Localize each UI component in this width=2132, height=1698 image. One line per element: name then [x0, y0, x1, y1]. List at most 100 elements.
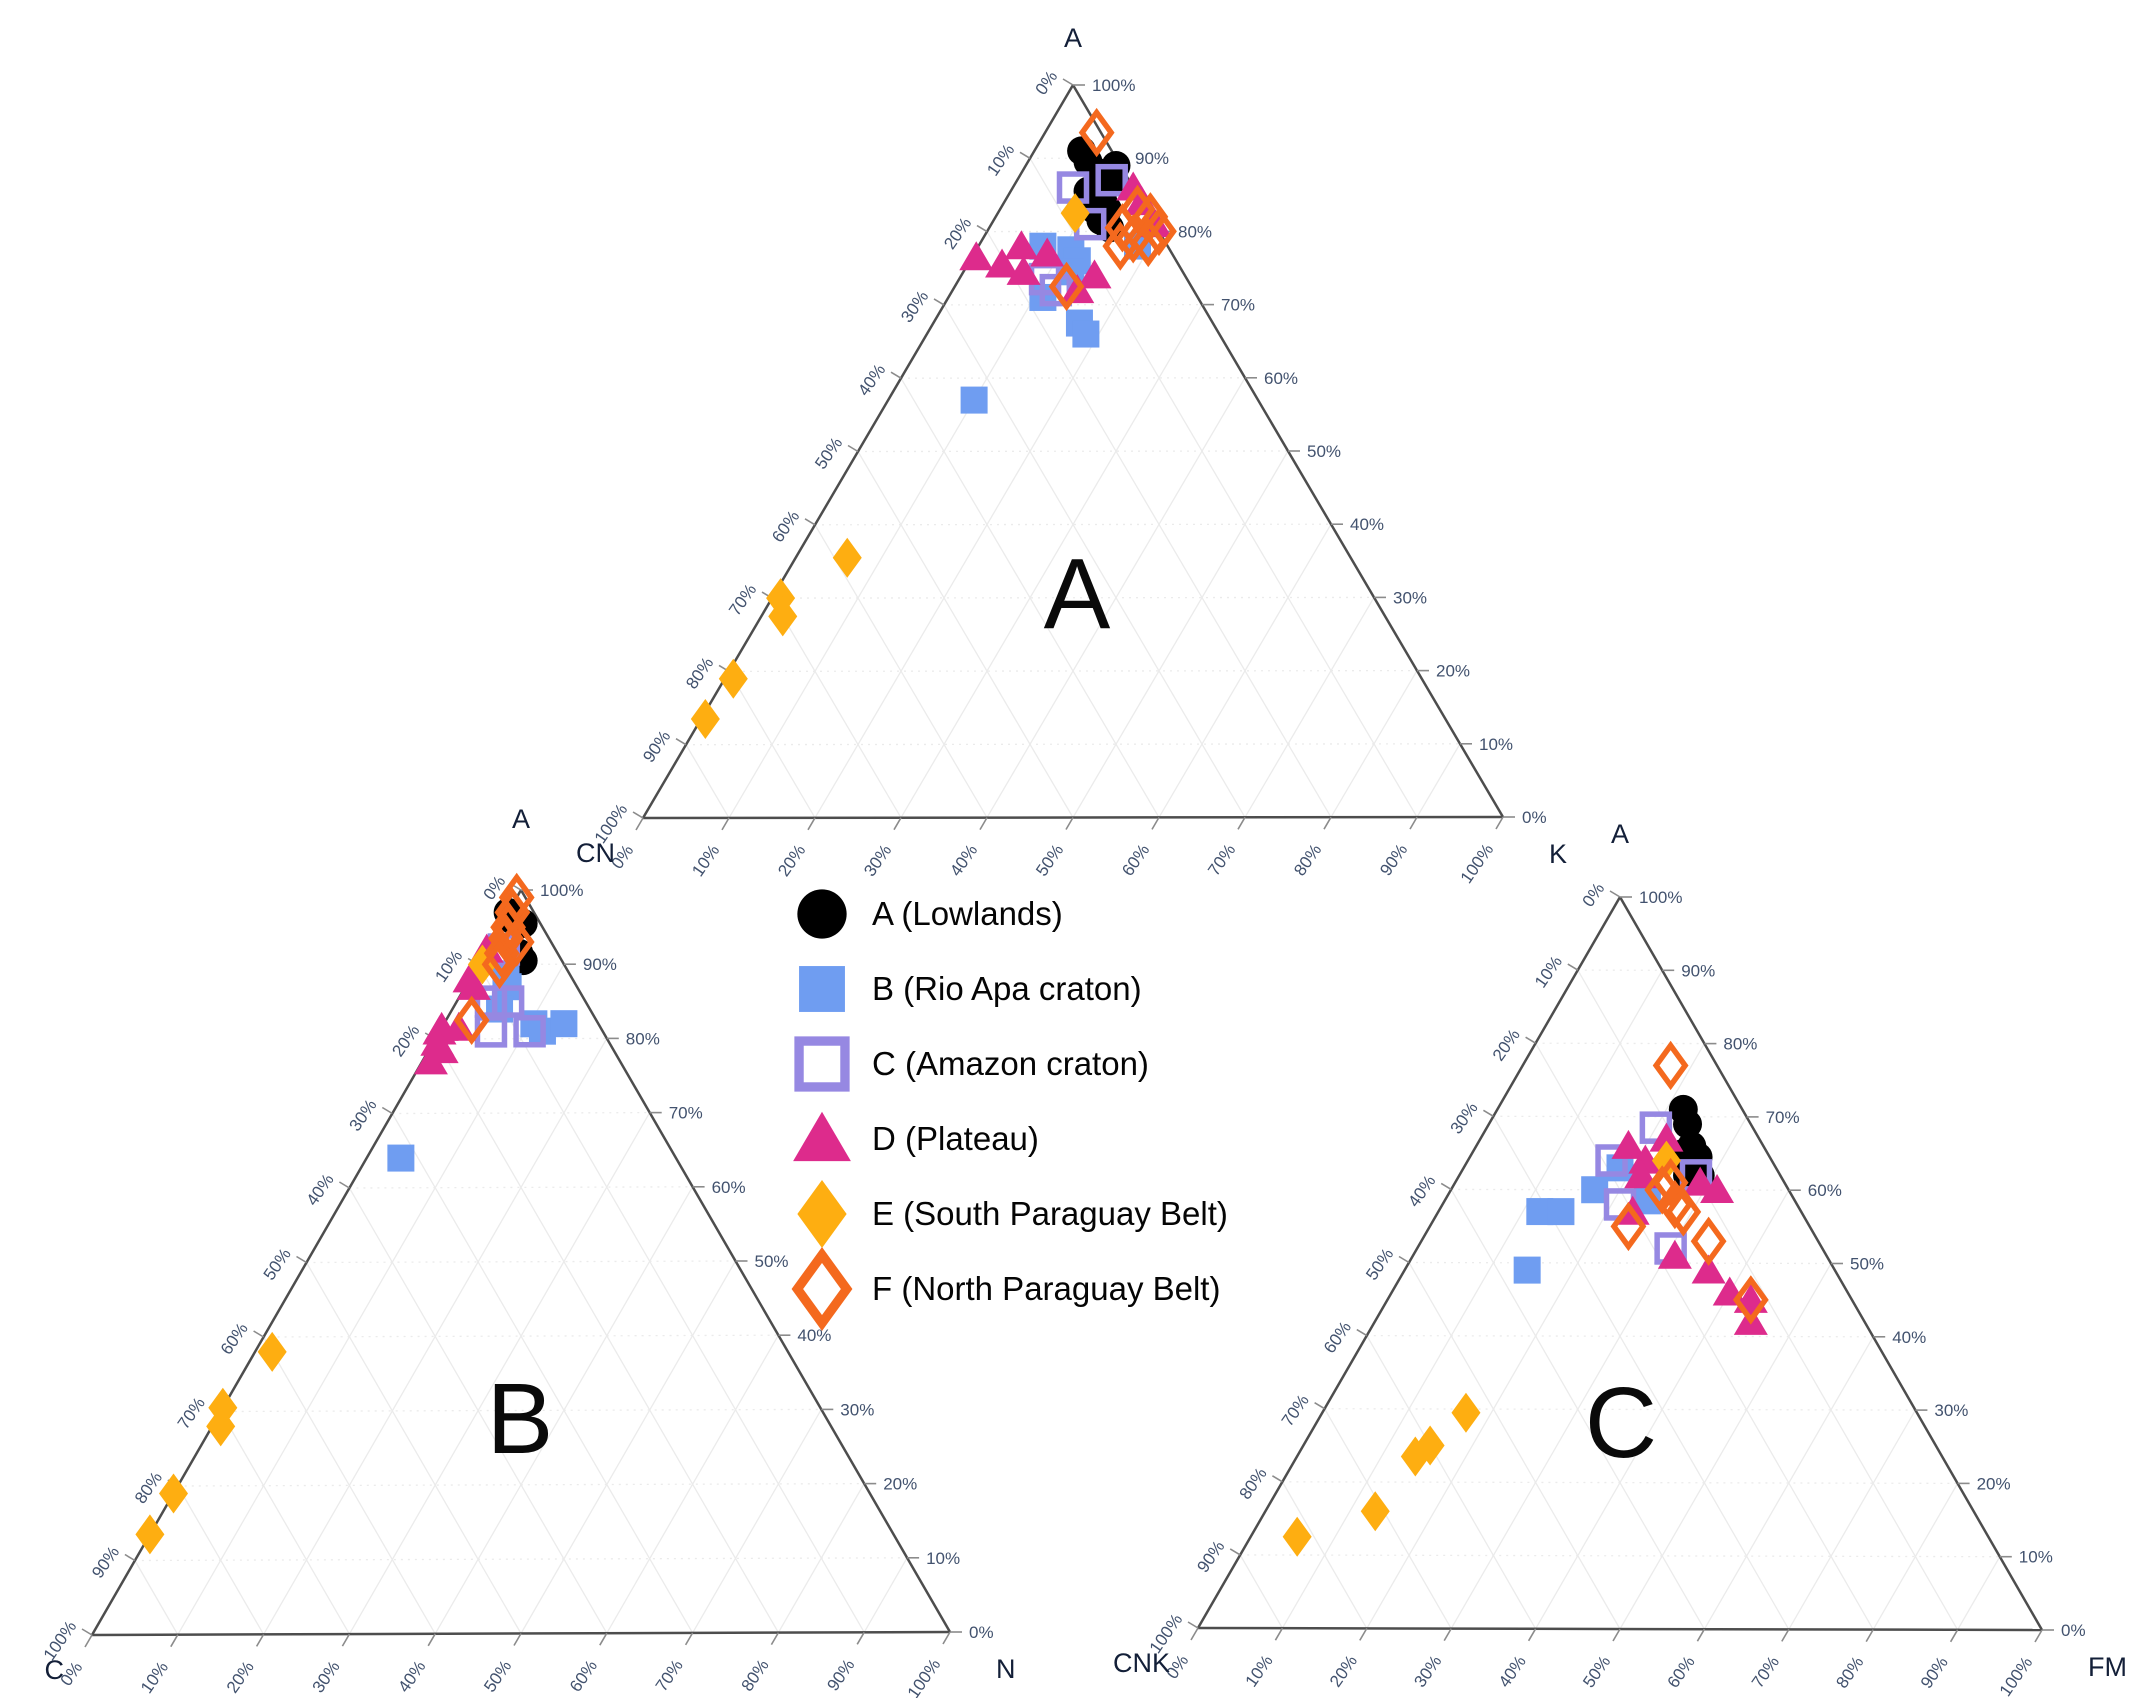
svg-text:60%: 60%	[1664, 1653, 1699, 1692]
svg-text:80%: 80%	[626, 1029, 660, 1048]
svg-text:40%: 40%	[946, 841, 981, 880]
series-D	[1611, 1122, 1768, 1335]
lowlands-circle-marker-icon	[790, 879, 854, 949]
svg-text:80%: 80%	[1832, 1653, 1867, 1692]
svg-text:100%: 100%	[1457, 840, 1498, 887]
svg-text:CNK: CNK	[1113, 1648, 1170, 1678]
svg-text:90%: 90%	[823, 1656, 858, 1695]
svg-text:20%: 20%	[223, 1658, 258, 1697]
svg-text:100%: 100%	[1092, 76, 1135, 95]
svg-text:50%: 50%	[755, 1252, 789, 1271]
svg-text:70%: 70%	[1766, 1108, 1800, 1127]
svg-text:10%: 10%	[926, 1549, 960, 1568]
svg-text:40%: 40%	[854, 361, 889, 400]
series-F	[453, 872, 535, 1045]
svg-text:50%: 50%	[1362, 1245, 1397, 1284]
svg-text:70%: 70%	[1748, 1653, 1783, 1692]
legend-item-south-paraguay: E (South Paraguay Belt)	[790, 1176, 1228, 1251]
svg-text:A: A	[1044, 538, 1111, 650]
svg-text:60%: 60%	[1320, 1318, 1355, 1357]
svg-text:10%: 10%	[1479, 735, 1513, 754]
svg-text:100%: 100%	[1639, 888, 1682, 907]
svg-text:80%: 80%	[1290, 841, 1325, 880]
legend-item-label: D (Plateau)	[872, 1119, 1039, 1157]
svg-text:40%: 40%	[1350, 515, 1384, 534]
svg-text:70%: 70%	[1221, 296, 1255, 315]
svg-text:10%: 10%	[1531, 952, 1566, 991]
svg-text:70%: 70%	[174, 1394, 209, 1433]
svg-text:20%: 20%	[1489, 1026, 1524, 1065]
legend: A (Lowlands) B (Rio Apa craton) C (Amazo…	[790, 876, 1228, 1331]
svg-text:50%: 50%	[480, 1657, 515, 1696]
svg-text:80%: 80%	[1723, 1035, 1757, 1054]
legend-item-north-paraguay: F (North Paraguay Belt)	[790, 1246, 1228, 1331]
svg-text:70%: 70%	[725, 580, 760, 619]
svg-text:10%: 10%	[137, 1658, 172, 1697]
ternary-panel-B: 0% 100%0%10% 90%10%20% 80%20%30% 70%30%40% 60…	[40, 804, 1016, 1698]
svg-text:60%: 60%	[217, 1319, 252, 1358]
rio-apa-square-marker-icon	[790, 954, 854, 1024]
svg-text:40%: 40%	[1495, 1652, 1530, 1691]
svg-text:100%: 100%	[540, 881, 583, 900]
legend-item-label: C (Amazon craton)	[872, 1044, 1149, 1082]
svg-text:80%: 80%	[1178, 222, 1212, 241]
svg-text:40%: 40%	[1404, 1172, 1439, 1211]
svg-text:50%: 50%	[811, 434, 846, 473]
svg-text:0%: 0%	[969, 1623, 994, 1642]
series-E	[135, 944, 497, 1555]
south-paraguay-diamond-marker-icon	[790, 1179, 854, 1249]
svg-text:40%: 40%	[394, 1657, 429, 1696]
svg-text:90%: 90%	[1917, 1653, 1952, 1692]
legend-item-plateau: D (Plateau)	[790, 1101, 1228, 1176]
svg-text:60%: 60%	[768, 507, 803, 546]
svg-text:70%: 70%	[669, 1104, 703, 1123]
ternary-panel-C: 0% 100%0%10% 90%10%20% 80%20%30% 70%30%40% 60…	[1113, 819, 2127, 1698]
svg-text:90%: 90%	[583, 955, 617, 974]
svg-text:60%: 60%	[566, 1657, 601, 1696]
svg-text:30%: 30%	[1393, 588, 1427, 607]
svg-text:60%: 60%	[1118, 841, 1153, 880]
svg-text:70%: 70%	[1278, 1391, 1313, 1430]
legend-item-label: E (South Paraguay Belt)	[872, 1194, 1228, 1232]
svg-text:70%: 70%	[652, 1656, 687, 1695]
plateau-triangle-marker-icon	[790, 1104, 854, 1174]
svg-text:0%: 0%	[1522, 808, 1547, 827]
svg-text:K: K	[1549, 839, 1567, 869]
legend-item-label: A (Lowlands)	[872, 894, 1063, 932]
svg-text:20%: 20%	[1326, 1652, 1361, 1691]
svg-text:60%: 60%	[1264, 369, 1298, 388]
svg-text:80%: 80%	[682, 654, 717, 693]
svg-text:30%: 30%	[860, 841, 895, 880]
svg-text:60%: 60%	[712, 1178, 746, 1197]
legend-item-label: B (Rio Apa craton)	[872, 969, 1142, 1007]
svg-text:30%: 30%	[1447, 1099, 1482, 1138]
svg-text:30%: 30%	[1410, 1652, 1445, 1691]
svg-text:70%: 70%	[1204, 841, 1239, 880]
svg-text:90%: 90%	[1681, 961, 1715, 980]
series-E	[1282, 1140, 1681, 1557]
svg-text:20%: 20%	[774, 841, 809, 880]
series-F	[1610, 1040, 1769, 1325]
svg-text:10%: 10%	[688, 841, 723, 880]
ternary-panel-A: 0% 100%0%10% 90%10%20% 80%20%30% 70%30%40% 60…	[576, 23, 1567, 887]
svg-text:30%: 30%	[1934, 1401, 1968, 1420]
svg-text:90%: 90%	[88, 1543, 123, 1582]
svg-text:FM: FM	[2088, 1652, 2127, 1682]
svg-text:50%: 50%	[1307, 442, 1341, 461]
svg-text:50%: 50%	[1850, 1255, 1884, 1274]
svg-text:CN: CN	[576, 838, 615, 868]
svg-text:50%: 50%	[260, 1245, 295, 1284]
north-paraguay-open-diamond-marker-icon	[790, 1246, 854, 1331]
svg-text:0%: 0%	[1032, 67, 1062, 98]
svg-text:20%: 20%	[940, 214, 975, 253]
svg-text:C: C	[45, 1655, 65, 1685]
svg-text:20%: 20%	[1977, 1474, 2011, 1493]
svg-text:80%: 80%	[738, 1656, 773, 1695]
svg-text:100%: 100%	[904, 1655, 945, 1698]
svg-text:50%: 50%	[1032, 841, 1067, 880]
svg-text:10%: 10%	[983, 141, 1018, 180]
svg-text:C: C	[1585, 1367, 1657, 1479]
svg-text:90%: 90%	[1193, 1537, 1228, 1576]
